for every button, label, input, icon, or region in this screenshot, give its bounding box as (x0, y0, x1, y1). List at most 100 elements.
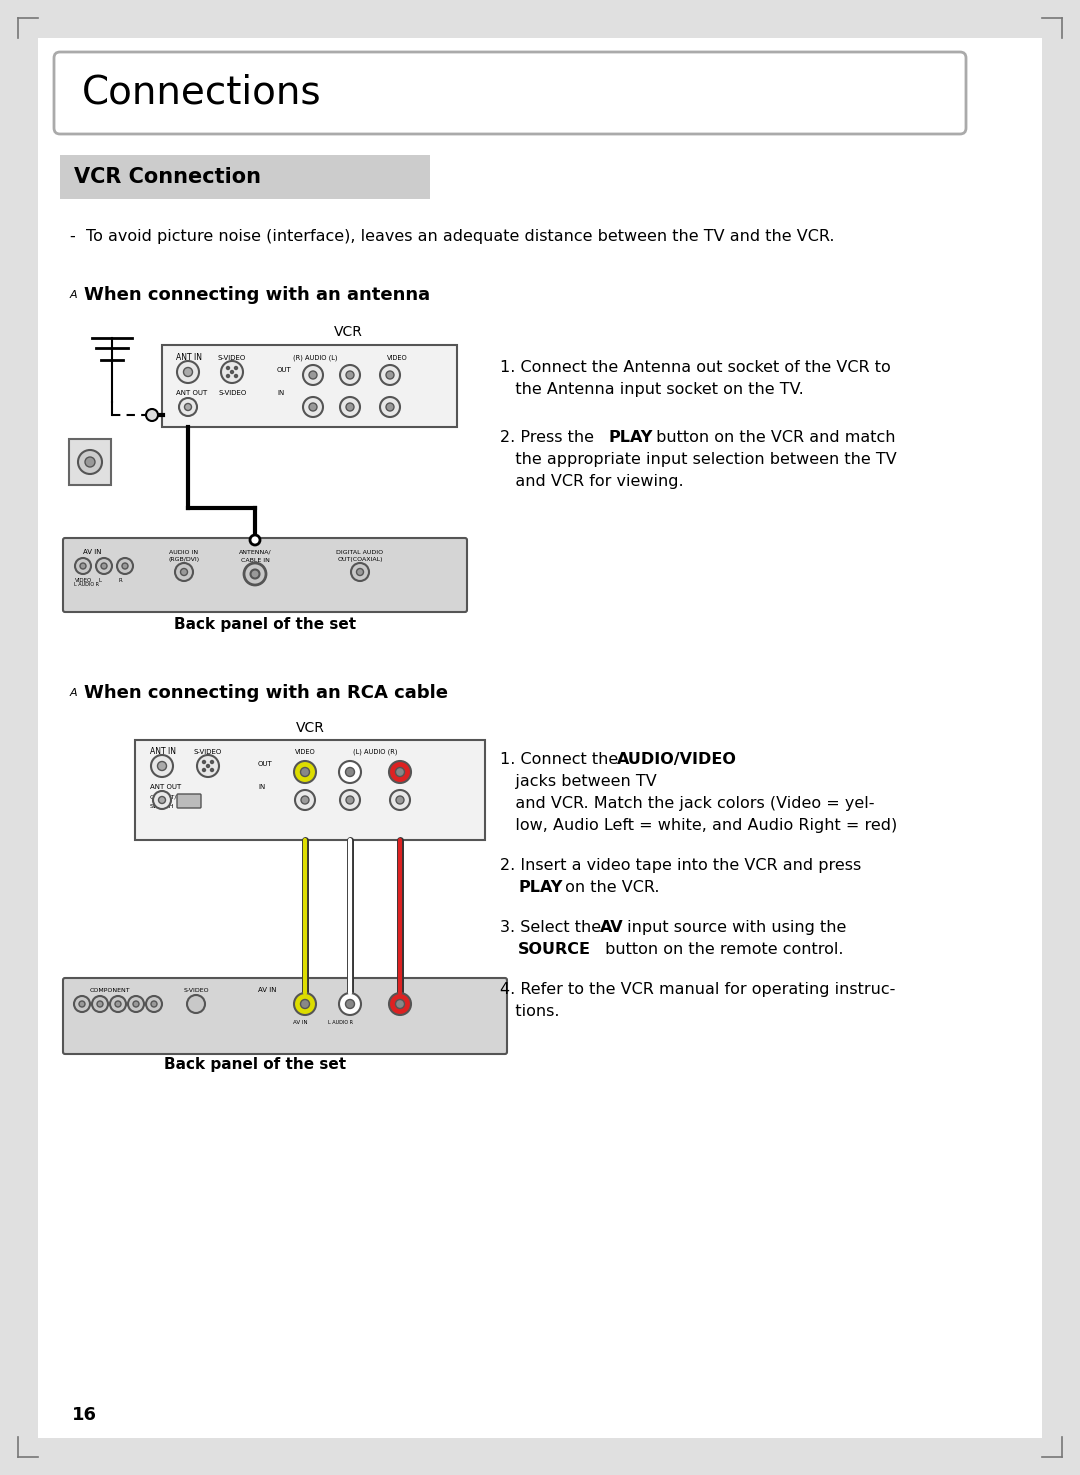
Text: 1. Connect the: 1. Connect the (500, 752, 623, 767)
Text: ANT IN: ANT IN (150, 748, 176, 757)
Text: Back panel of the set: Back panel of the set (174, 618, 356, 633)
Circle shape (96, 558, 112, 574)
Circle shape (133, 1002, 139, 1007)
Circle shape (294, 761, 316, 783)
Circle shape (396, 796, 404, 804)
Circle shape (389, 993, 411, 1015)
Text: AUDIO/VIDEO: AUDIO/VIDEO (617, 752, 737, 767)
Text: ANT IN: ANT IN (176, 354, 202, 363)
Text: OUTPUT/T: OUTPUT/T (150, 795, 181, 799)
Text: the Antenna input socket on the TV.: the Antenna input socket on the TV. (500, 382, 804, 397)
Text: PLAY: PLAY (608, 431, 652, 445)
Text: (R) AUDIO (L): (R) AUDIO (L) (293, 355, 337, 361)
Circle shape (309, 372, 318, 379)
Circle shape (151, 1002, 157, 1007)
Circle shape (110, 996, 126, 1012)
Text: button on the remote control.: button on the remote control. (600, 943, 843, 957)
Circle shape (356, 568, 364, 575)
Circle shape (234, 375, 238, 378)
Text: input source with using the: input source with using the (622, 920, 847, 935)
Circle shape (340, 364, 360, 385)
Text: When connecting with an antenna: When connecting with an antenna (84, 286, 430, 304)
Text: ANT OUT: ANT OUT (150, 785, 181, 791)
Circle shape (80, 563, 86, 569)
Circle shape (234, 366, 238, 370)
Text: COMPONENT: COMPONENT (90, 987, 131, 993)
Circle shape (346, 767, 354, 776)
Circle shape (177, 361, 199, 384)
Circle shape (300, 767, 310, 776)
Circle shape (211, 761, 214, 764)
Circle shape (179, 398, 197, 416)
Text: Back panel of the set: Back panel of the set (164, 1058, 346, 1072)
Circle shape (102, 563, 107, 569)
Circle shape (158, 761, 166, 770)
Text: AV IN: AV IN (293, 1019, 308, 1025)
Circle shape (395, 767, 405, 776)
Text: (RGB/DVI): (RGB/DVI) (168, 558, 200, 562)
Text: DIGITAL AUDIO: DIGITAL AUDIO (337, 550, 383, 555)
Circle shape (395, 1000, 405, 1009)
Circle shape (122, 563, 129, 569)
Circle shape (153, 791, 171, 808)
Text: and VCR. Match the jack colors (Video = yel-: and VCR. Match the jack colors (Video = … (500, 796, 875, 811)
Circle shape (114, 1002, 121, 1007)
Text: (L) AUDIO (R): (L) AUDIO (R) (353, 749, 397, 755)
Circle shape (180, 568, 188, 575)
Circle shape (75, 996, 90, 1012)
Circle shape (340, 791, 360, 810)
Text: AUDIO IN: AUDIO IN (170, 550, 199, 555)
FancyBboxPatch shape (135, 740, 485, 839)
Circle shape (294, 993, 316, 1015)
Circle shape (386, 403, 394, 412)
Circle shape (221, 361, 243, 384)
FancyBboxPatch shape (63, 978, 507, 1055)
Text: PLAY: PLAY (518, 881, 563, 895)
Circle shape (340, 397, 360, 417)
Text: S-VIDEO: S-VIDEO (184, 987, 208, 993)
Circle shape (206, 764, 210, 767)
Circle shape (97, 1002, 103, 1007)
Circle shape (339, 761, 361, 783)
FancyBboxPatch shape (162, 345, 457, 426)
Circle shape (346, 372, 354, 379)
Circle shape (203, 768, 205, 771)
Text: SWITCH: SWITCH (150, 804, 175, 808)
Text: VCR Connection: VCR Connection (75, 167, 261, 187)
Circle shape (249, 535, 260, 544)
Text: VIDEO: VIDEO (387, 355, 407, 361)
Text: tions.: tions. (500, 1004, 559, 1019)
Text: L AUDIO R: L AUDIO R (75, 581, 99, 587)
Text: L: L (98, 578, 102, 583)
Circle shape (244, 563, 266, 586)
Circle shape (227, 375, 229, 378)
Circle shape (203, 761, 205, 764)
Circle shape (351, 563, 369, 581)
Circle shape (79, 1002, 85, 1007)
Text: OUT(COAXIAL): OUT(COAXIAL) (337, 558, 382, 562)
Text: VCR: VCR (334, 324, 363, 339)
Circle shape (386, 372, 394, 379)
FancyBboxPatch shape (60, 155, 430, 199)
Text: R: R (118, 578, 122, 583)
Circle shape (151, 755, 173, 777)
Circle shape (187, 996, 205, 1013)
Text: AV IN: AV IN (83, 549, 102, 555)
Text: on the VCR.: on the VCR. (561, 881, 660, 895)
Text: button on the VCR and match: button on the VCR and match (651, 431, 895, 445)
Circle shape (300, 1000, 310, 1009)
Circle shape (227, 366, 229, 370)
Circle shape (185, 404, 191, 410)
Text: S-VIDEO: S-VIDEO (194, 749, 222, 755)
Circle shape (380, 397, 400, 417)
Circle shape (339, 993, 361, 1015)
Circle shape (146, 996, 162, 1012)
Text: AV: AV (600, 920, 623, 935)
Text: A: A (70, 291, 78, 299)
Circle shape (380, 364, 400, 385)
Text: SOURCE: SOURCE (518, 943, 591, 957)
Text: IN: IN (258, 785, 266, 791)
FancyBboxPatch shape (177, 794, 201, 808)
Text: 2. Insert a video tape into the VCR and press: 2. Insert a video tape into the VCR and … (500, 858, 861, 873)
Text: ANTENNA/: ANTENNA/ (239, 550, 271, 555)
